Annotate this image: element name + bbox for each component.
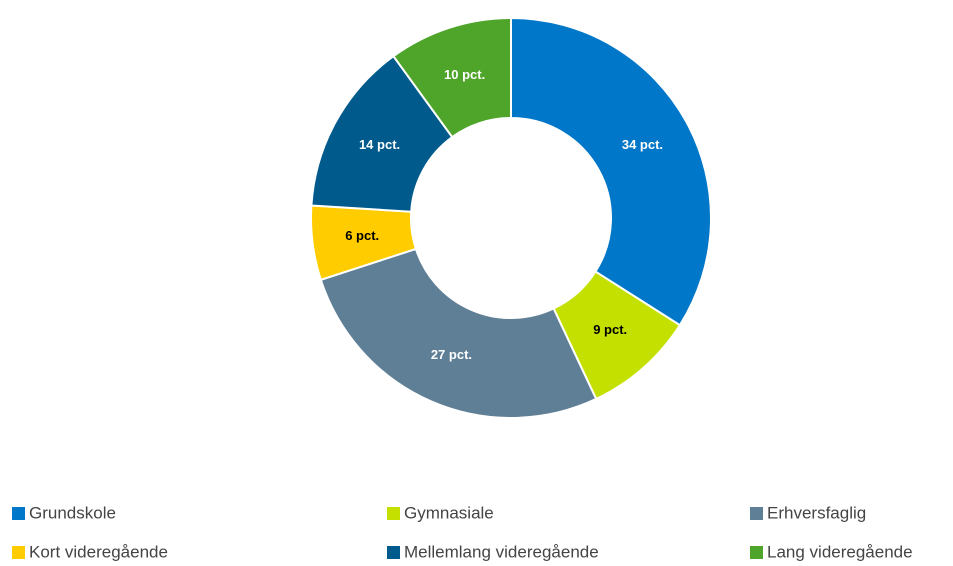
- slice: [319, 247, 598, 419]
- legend-swatch: [12, 546, 25, 559]
- slice: [392, 16, 512, 139]
- slice: [510, 16, 712, 327]
- legend-swatch: [12, 507, 25, 520]
- legend-swatch: [750, 546, 763, 559]
- value-label: 34 pct.: [622, 137, 663, 152]
- value-label: 14 pct.: [359, 137, 400, 152]
- legend-swatch: [387, 507, 400, 520]
- legend-label: Erhversfaglig: [767, 503, 866, 522]
- value-label: 9 pct.: [593, 322, 627, 337]
- legend-label: Kort videregående: [29, 542, 168, 561]
- value-label: 10 pct.: [444, 67, 485, 82]
- legend-label: Gymnasiale: [404, 503, 494, 522]
- legend-label: Grundskole: [29, 503, 116, 522]
- value-label: 6 pct.: [345, 228, 379, 243]
- legend-swatch: [387, 546, 400, 559]
- legend-label: Lang videregående: [767, 542, 913, 561]
- legend-label: Mellemlang videregående: [404, 542, 599, 561]
- legend-swatch: [750, 507, 763, 520]
- value-label: 27 pct.: [431, 347, 472, 362]
